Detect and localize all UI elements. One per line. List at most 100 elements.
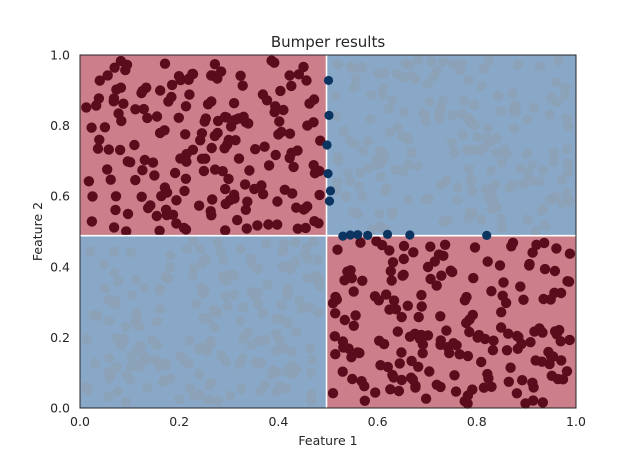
data-point-red [330, 308, 341, 319]
data-point-red [396, 311, 407, 323]
data-point-blue [237, 353, 248, 364]
data-point-red [193, 200, 205, 211]
data-point-blue [490, 147, 502, 159]
data-point-blue [545, 92, 557, 103]
data-point-blue [121, 369, 132, 380]
data-point-blue [561, 144, 572, 155]
data-point-blue [550, 191, 561, 203]
data-point-red [410, 380, 421, 391]
data-point-blue [103, 367, 114, 378]
data-point-blue [190, 298, 202, 310]
data-point-red [486, 381, 497, 392]
data-point-red [549, 265, 561, 277]
data-point-red [196, 128, 208, 139]
data-point-red [398, 240, 410, 252]
data-point-blue [491, 133, 502, 144]
data-point-red [528, 395, 539, 406]
data-point-blue [381, 183, 392, 194]
data-point-red [292, 223, 303, 234]
data-point-blue [235, 244, 246, 255]
data-point-red [237, 80, 248, 91]
data-point-blue [126, 352, 137, 364]
data-point-red [220, 225, 231, 236]
data-point-blue [270, 346, 282, 357]
data-point-red [92, 143, 104, 154]
data-point-blue [308, 236, 319, 247]
data-point-blue [245, 253, 256, 264]
data-point-red [121, 59, 133, 70]
data-point-red [461, 317, 472, 329]
data-point-blue [412, 160, 423, 172]
data-point-blue [354, 167, 366, 178]
data-point-blue [501, 149, 512, 160]
data-point-red [556, 355, 567, 366]
data-point-blue [406, 70, 418, 82]
data-point-blue [522, 214, 533, 225]
data-point-red [555, 336, 566, 347]
data-point-blue [130, 274, 141, 285]
data-point-blue [515, 163, 526, 174]
data-point-blue [439, 177, 450, 188]
data-point-blue [152, 340, 163, 351]
data-point-red [355, 237, 366, 248]
data-point-blue [237, 302, 249, 313]
data-point-blue [419, 111, 431, 122]
data-point-blue [306, 354, 318, 366]
data-point-red [110, 191, 122, 202]
data-point-blue [551, 77, 562, 88]
data-point-blue [85, 246, 96, 257]
data-point-blue [525, 175, 536, 187]
data-point-blue [561, 187, 572, 199]
data-point-red [288, 161, 299, 173]
data-point-red [406, 355, 417, 367]
data-point-red [506, 241, 517, 252]
data-point-blue [134, 361, 146, 373]
data-point-red [155, 85, 166, 96]
data-point-blue [225, 390, 236, 401]
data-point-blue [352, 208, 364, 220]
data-point-red [530, 355, 541, 366]
data-point-blue [548, 156, 559, 167]
data-point-blue [282, 290, 293, 302]
data-point-blue [154, 304, 166, 315]
data-point-blue [333, 155, 344, 167]
data-point-blue [362, 136, 374, 147]
data-point-red [422, 261, 434, 273]
data-point-red [151, 210, 162, 222]
data-point-blue [199, 285, 211, 296]
data-point-boundary [325, 186, 336, 196]
data-point-blue [493, 90, 504, 102]
data-point-blue [308, 272, 319, 283]
data-point-red [501, 345, 513, 356]
data-point-blue [469, 99, 480, 111]
data-point-red [503, 376, 514, 387]
data-point-blue [462, 144, 473, 155]
data-points [81, 54, 576, 409]
data-point-blue [557, 197, 568, 209]
data-point-red [108, 222, 120, 233]
data-point-blue [285, 264, 296, 275]
y-tick-label: 0.4 [50, 259, 70, 274]
data-point-blue [236, 383, 247, 395]
data-point-blue [452, 195, 463, 206]
data-point-blue [98, 259, 109, 270]
data-point-red [291, 202, 302, 213]
data-point-blue [377, 89, 388, 100]
axis-ticks: 0.0 0.2 0.4 0.6 0.8 1.0 0.0 0.2 0.4 0.6 0.8 1.0 [50, 48, 586, 430]
data-point-red [337, 366, 348, 377]
data-point-blue [510, 106, 521, 117]
data-point-red [250, 144, 261, 155]
data-point-red [392, 326, 403, 337]
data-point-red [564, 334, 575, 346]
data-point-blue [221, 291, 232, 302]
data-point-blue [397, 165, 409, 177]
data-point-red [425, 273, 436, 285]
data-point-blue [290, 237, 301, 248]
data-point-red [511, 388, 523, 399]
data-point-red [102, 70, 113, 81]
data-point-blue [406, 146, 417, 157]
data-point-blue [383, 103, 395, 115]
data-point-red [284, 70, 295, 81]
